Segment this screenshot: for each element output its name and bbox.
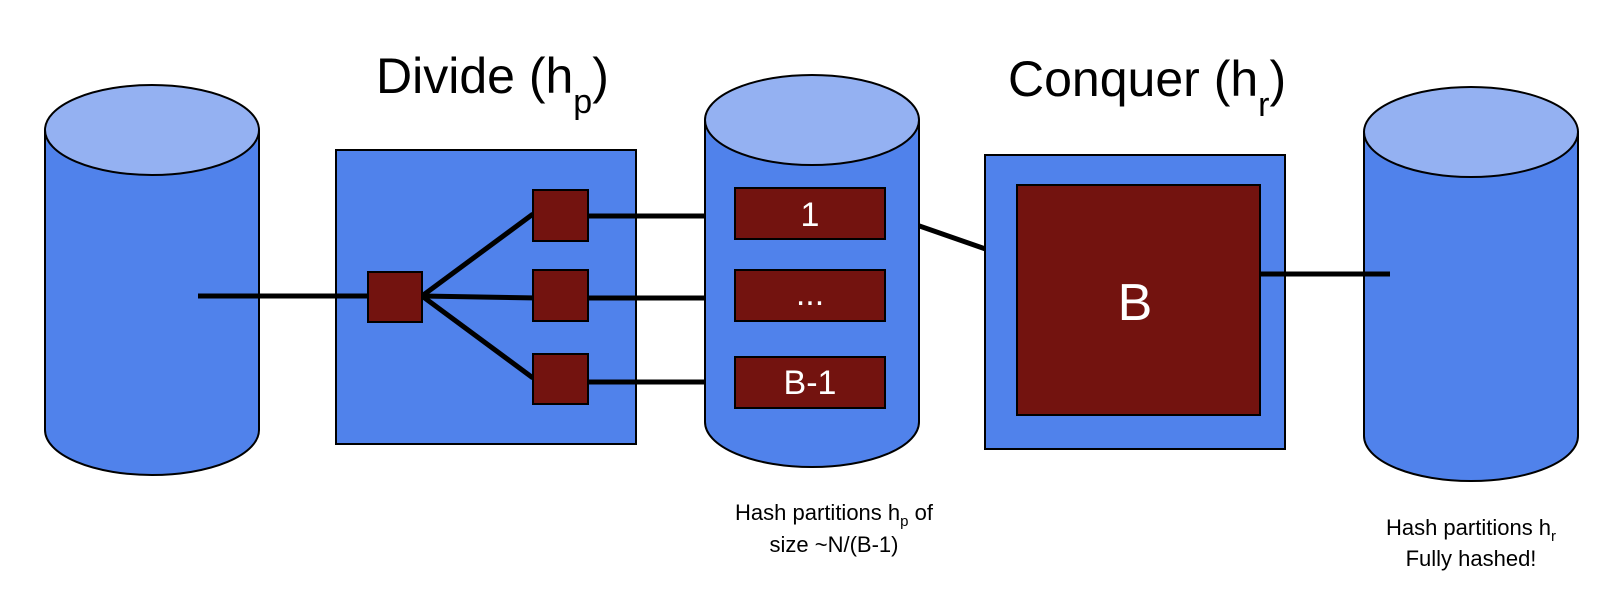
output-caption-line2: Fully hashed! bbox=[1406, 546, 1537, 571]
output-page-3 bbox=[532, 353, 589, 405]
partition-1: 1 bbox=[734, 187, 886, 240]
buffer-b-label: B bbox=[1118, 274, 1153, 332]
partition-1-label: 1 bbox=[801, 196, 820, 234]
partition-caption-line1: Hash partitions hp of bbox=[735, 500, 934, 530]
output-page-2 bbox=[532, 269, 589, 322]
partition-last: B-1 bbox=[734, 356, 886, 409]
output-page-1 bbox=[532, 189, 589, 242]
buffer-b bbox=[1016, 184, 1261, 416]
input-page bbox=[367, 271, 423, 323]
output-caption-line1: Hash partitions hr bbox=[1386, 515, 1556, 545]
output-disk bbox=[1363, 86, 1579, 482]
divide-title: Divide (hp) bbox=[376, 48, 609, 121]
conquer-title: Conquer (hr) bbox=[1008, 51, 1286, 124]
partition-last-label: B-1 bbox=[784, 364, 837, 402]
partition-caption-line2: size ~N/(B-1) bbox=[770, 532, 899, 557]
partition-ellipsis-label: ... bbox=[796, 275, 824, 313]
input-disk bbox=[44, 84, 260, 476]
partition-ellipsis: ... bbox=[734, 269, 886, 322]
